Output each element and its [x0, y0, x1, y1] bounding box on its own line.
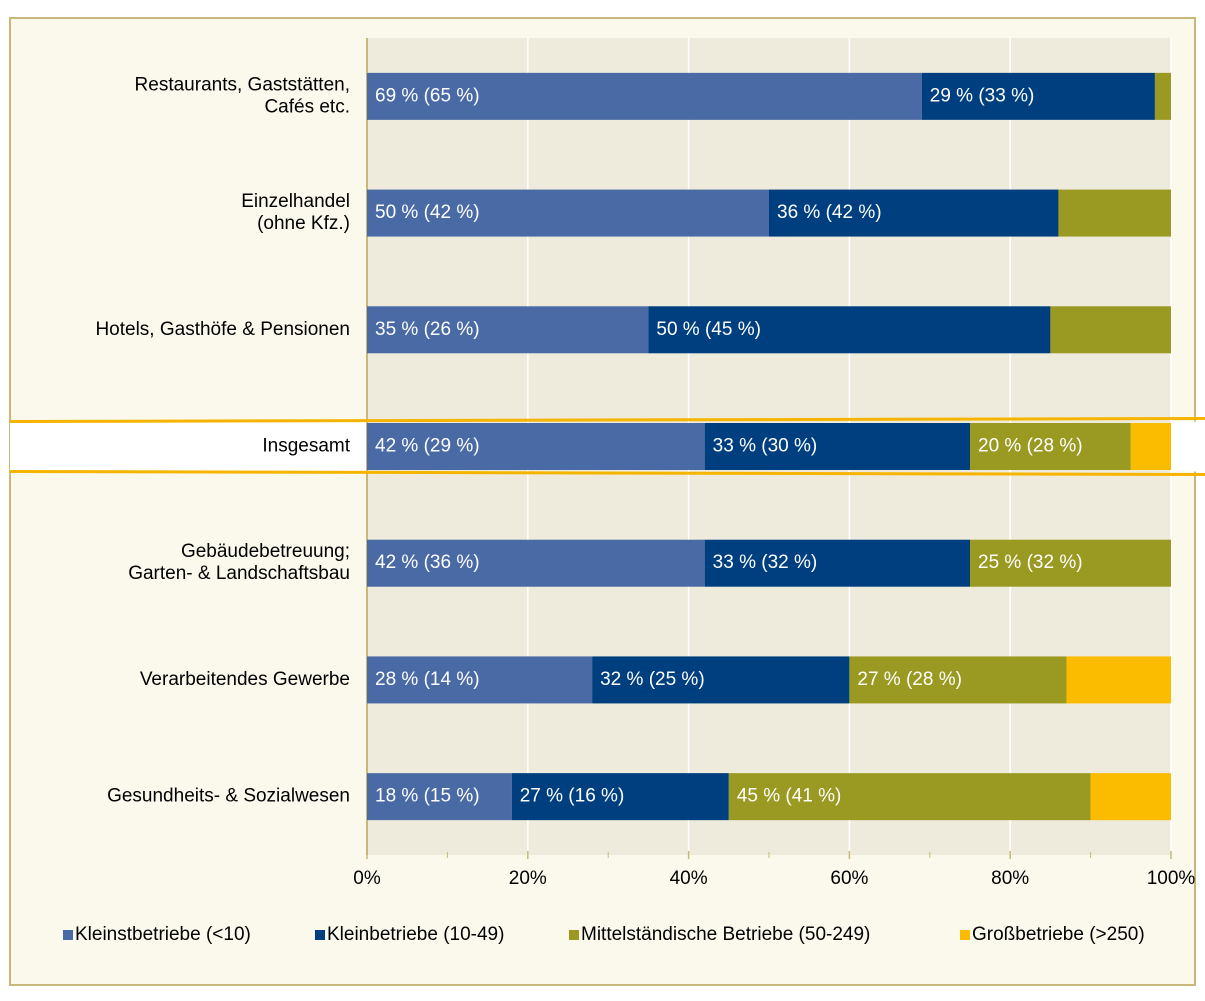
data-label: 27 % (28 %)	[857, 669, 962, 690]
bar-segment	[1130, 423, 1171, 470]
bar-segment	[769, 189, 1059, 237]
legend-swatch	[63, 930, 73, 940]
y-tick-label: Gesundheits- & Sozialwesen	[107, 786, 350, 807]
bar-segment	[921, 72, 1155, 120]
bar-segment	[970, 423, 1131, 470]
bar-segment	[367, 72, 922, 120]
data-label: 69 % (65 %)	[375, 85, 480, 106]
y-tick-label: Verarbeitendes Gewerbe	[140, 669, 350, 690]
data-label: 50 % (42 %)	[375, 202, 480, 223]
bar-segment	[592, 656, 850, 704]
bar-segment	[1066, 656, 1171, 704]
x-tick-label: 40%	[670, 868, 708, 889]
y-tick-label: Einzelhandel (ohne Kfz.)	[241, 191, 350, 234]
bar-segment	[728, 773, 1091, 821]
bar-segment	[367, 306, 649, 354]
bar-segment	[1090, 773, 1171, 821]
x-tick-label: 100%	[1147, 868, 1196, 889]
data-label: 50 % (45 %)	[656, 319, 761, 340]
y-tick-label: Restaurants, Gaststätten, Cafés etc.	[135, 74, 350, 117]
x-tick-label: 20%	[509, 868, 547, 889]
data-label: 42 % (36 %)	[375, 552, 480, 573]
legend-label: Mittelständische Betriebe (50-249)	[581, 924, 870, 945]
bar-segment	[511, 773, 729, 821]
bar-segment	[849, 656, 1067, 704]
y-tick-label: Insgesamt	[262, 436, 350, 457]
data-label: 42 % (29 %)	[375, 436, 480, 457]
legend-swatch	[960, 930, 970, 940]
bar-segment	[367, 656, 593, 704]
bar-segment	[367, 189, 769, 237]
data-label: 27 % (16 %)	[520, 786, 625, 807]
bar-segment	[1050, 306, 1171, 354]
data-label: 25 % (32 %)	[978, 552, 1083, 573]
legend-label: Kleinstbetriebe (<10)	[75, 924, 251, 945]
bar-segment	[367, 773, 512, 821]
x-tick-label: 0%	[353, 868, 381, 889]
legend-label: Kleinbetriebe (10-49)	[327, 924, 504, 945]
highlight-line	[9, 470, 1205, 476]
data-label: 28 % (14 %)	[375, 669, 480, 690]
data-label: 33 % (30 %)	[713, 436, 818, 457]
bar-segment	[367, 539, 705, 587]
data-label: 29 % (33 %)	[930, 85, 1035, 106]
bar-segment	[1154, 72, 1171, 120]
bar-segment	[704, 539, 970, 587]
y-tick-label: Hotels, Gasthöfe & Pensionen	[95, 319, 350, 340]
legend-swatch	[315, 930, 325, 940]
bar-segment	[648, 306, 1051, 354]
data-label: 32 % (25 %)	[600, 669, 705, 690]
data-label: 35 % (26 %)	[375, 319, 480, 340]
data-label: 20 % (28 %)	[978, 436, 1083, 457]
bar-segment	[704, 423, 970, 470]
bar-segment	[367, 423, 705, 470]
legend-label: Großbetriebe (>250)	[972, 924, 1145, 945]
data-label: 18 % (15 %)	[375, 786, 480, 807]
bar-segment	[1058, 189, 1171, 237]
bar-segment	[970, 539, 1171, 587]
data-label: 33 % (32 %)	[713, 552, 818, 573]
data-label: 36 % (42 %)	[777, 202, 882, 223]
highlight-line	[9, 417, 1205, 423]
x-tick-label: 80%	[991, 868, 1029, 889]
x-tick-label: 60%	[830, 868, 868, 889]
y-tick-label: Gebäudebetreuung; Garten- & Landschaftsba…	[128, 541, 350, 584]
legend-swatch	[569, 930, 579, 940]
data-label: 45 % (41 %)	[737, 786, 842, 807]
